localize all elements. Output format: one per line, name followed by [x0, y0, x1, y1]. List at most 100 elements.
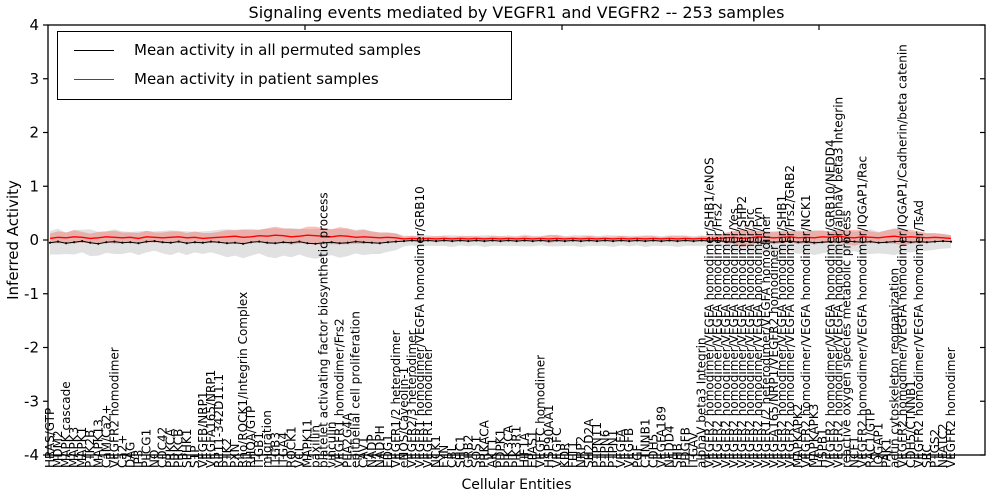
x-tick-label: ITGAV: [687, 431, 701, 468]
marker-dot: [435, 240, 438, 243]
x-tick-label: VEGFR2 homodimer/VEGFA homodimer/SHP2: [735, 196, 749, 468]
y-tick-label: -3: [24, 392, 39, 410]
x-tick-label: ITGA4: [276, 432, 290, 468]
marker-dot: [732, 241, 735, 244]
x-tick-label: PTK2B: [83, 430, 97, 468]
marker-dot: [121, 241, 124, 244]
marker-dot: [555, 239, 558, 242]
x-tick-label: SPHK1: [180, 429, 194, 468]
x-tick-label: PTPN11: [590, 422, 604, 468]
marker-dot: [322, 241, 325, 244]
x-tick-label: VEGFR1 homodimer: [421, 347, 435, 468]
marker-dot: [314, 242, 317, 245]
marker-dot: [853, 240, 856, 243]
marker-dot: [105, 241, 108, 244]
y-tick-label: 2: [29, 124, 39, 142]
x-tick-label: KDR: [558, 443, 572, 468]
marker-dot: [306, 242, 309, 245]
x-tick-label: MAPKAPK2: [791, 404, 805, 468]
marker-dot: [869, 240, 872, 243]
x-tick-label: VEGFR2 homodimer/VEGFA homodimer/TsAd: [912, 200, 926, 468]
x-tick-label: VEGFR2 homodimer: [944, 347, 958, 468]
x-tick-label: NFATC2: [936, 423, 950, 468]
marker-dot: [201, 241, 204, 244]
marker-dot: [443, 239, 446, 242]
x-tick-label: HSP90AA1: [542, 404, 556, 468]
x-tick-label: MAPK11: [300, 419, 314, 468]
marker-dot: [515, 240, 518, 243]
marker-dot: [410, 239, 414, 242]
x-tick-label: NCK1: [429, 435, 443, 468]
x-tick-label: VEGFB: [622, 428, 636, 468]
x-tick-label: PRKACA: [477, 419, 491, 468]
marker-dot: [362, 241, 365, 244]
marker-dot: [652, 239, 655, 242]
y-tick-label: -1: [24, 285, 39, 303]
marker-dot: [941, 240, 945, 243]
marker-dot: [459, 239, 462, 242]
x-tick-label: actin cytoskeleton reorganization: [888, 268, 902, 468]
marker-dot: [708, 240, 711, 243]
marker-dot: [153, 240, 156, 243]
x-tick-label: PRKCB: [172, 429, 186, 468]
legend-item-patient: Mean activity in patient samples: [74, 70, 501, 88]
marker-dot: [65, 242, 68, 245]
x-tick-label: CAV1: [357, 436, 371, 468]
marker-dot: [612, 240, 615, 243]
marker-dot: [523, 239, 526, 242]
x-tick-label: VEGFR1/2 heterodimer: [389, 330, 403, 468]
legend-label-patient: Mean activity in patient samples: [134, 70, 379, 88]
marker-dot: [877, 241, 880, 244]
marker-dot: [740, 240, 743, 243]
marker-dot: [821, 241, 824, 244]
x-tick-label: NADPH: [373, 425, 387, 468]
x-tick-label: NO: [148, 450, 162, 468]
marker-dot: [829, 240, 832, 243]
marker-dot: [595, 240, 599, 243]
marker-dot: [563, 240, 567, 243]
x-tick-label: CDH5: [646, 434, 660, 468]
marker-dot: [386, 241, 389, 244]
marker-dot: [451, 240, 454, 243]
marker-dot: [169, 241, 172, 244]
x-tick-label: VEGFR2 homodimer/VEGFA homodimer/SHB1: [775, 195, 789, 468]
marker-dot: [764, 240, 768, 243]
marker-dot: [56, 240, 60, 243]
marker-dot: [724, 240, 727, 243]
y-tick-label: -4: [24, 446, 39, 464]
x-tick-label: alphaV beta3 Integrin: [695, 337, 709, 468]
x-tick-label: IQGAP1: [872, 423, 886, 468]
x-tick-label: ITGB1: [252, 432, 266, 468]
marker-dot: [242, 242, 245, 245]
marker-dot: [193, 241, 196, 244]
marker-dot: [539, 239, 542, 242]
x-tick-label: VEGFR2 homodimer/VEGFA homodimer/GRB10/N…: [823, 139, 837, 468]
y-tick-label: 4: [29, 16, 39, 34]
x-tick-label: PTK2: [220, 438, 234, 468]
marker-dot: [338, 242, 341, 245]
chart-title: Signaling events mediated by VEGFR1 and …: [248, 3, 785, 22]
marker-dot: [684, 239, 687, 242]
marker-dot: [499, 240, 502, 243]
x-tick-label: SOS1: [469, 436, 483, 468]
x-tick-label: PLCG1: [140, 429, 154, 468]
x-tick-label: RP11-342D11.1: [212, 374, 226, 468]
marker-dot: [491, 239, 494, 242]
x-tick-label: FLT1: [566, 441, 580, 468]
x-tick-label: PDGFB: [679, 427, 693, 468]
permuted-line-sample: [74, 49, 114, 51]
x-tick-label: CaM/Ca2+: [99, 404, 113, 468]
x-tick-label: PXN: [228, 444, 242, 468]
patient-mean-line: [49, 234, 952, 240]
marker-dot: [756, 241, 760, 244]
marker-dot: [531, 240, 534, 243]
x-tick-label: VEGFB/NRP1: [196, 392, 210, 468]
x-tick-label: HRAS/GTP: [43, 408, 57, 468]
x-tick-label: EPAS1: [526, 430, 540, 468]
marker-dot: [885, 241, 888, 244]
y-tick-label: 1: [29, 177, 39, 195]
x-tick-label: VEGFA165/NRP1: [204, 370, 218, 468]
marker-dot: [274, 242, 277, 245]
marker-dot: [402, 240, 406, 243]
